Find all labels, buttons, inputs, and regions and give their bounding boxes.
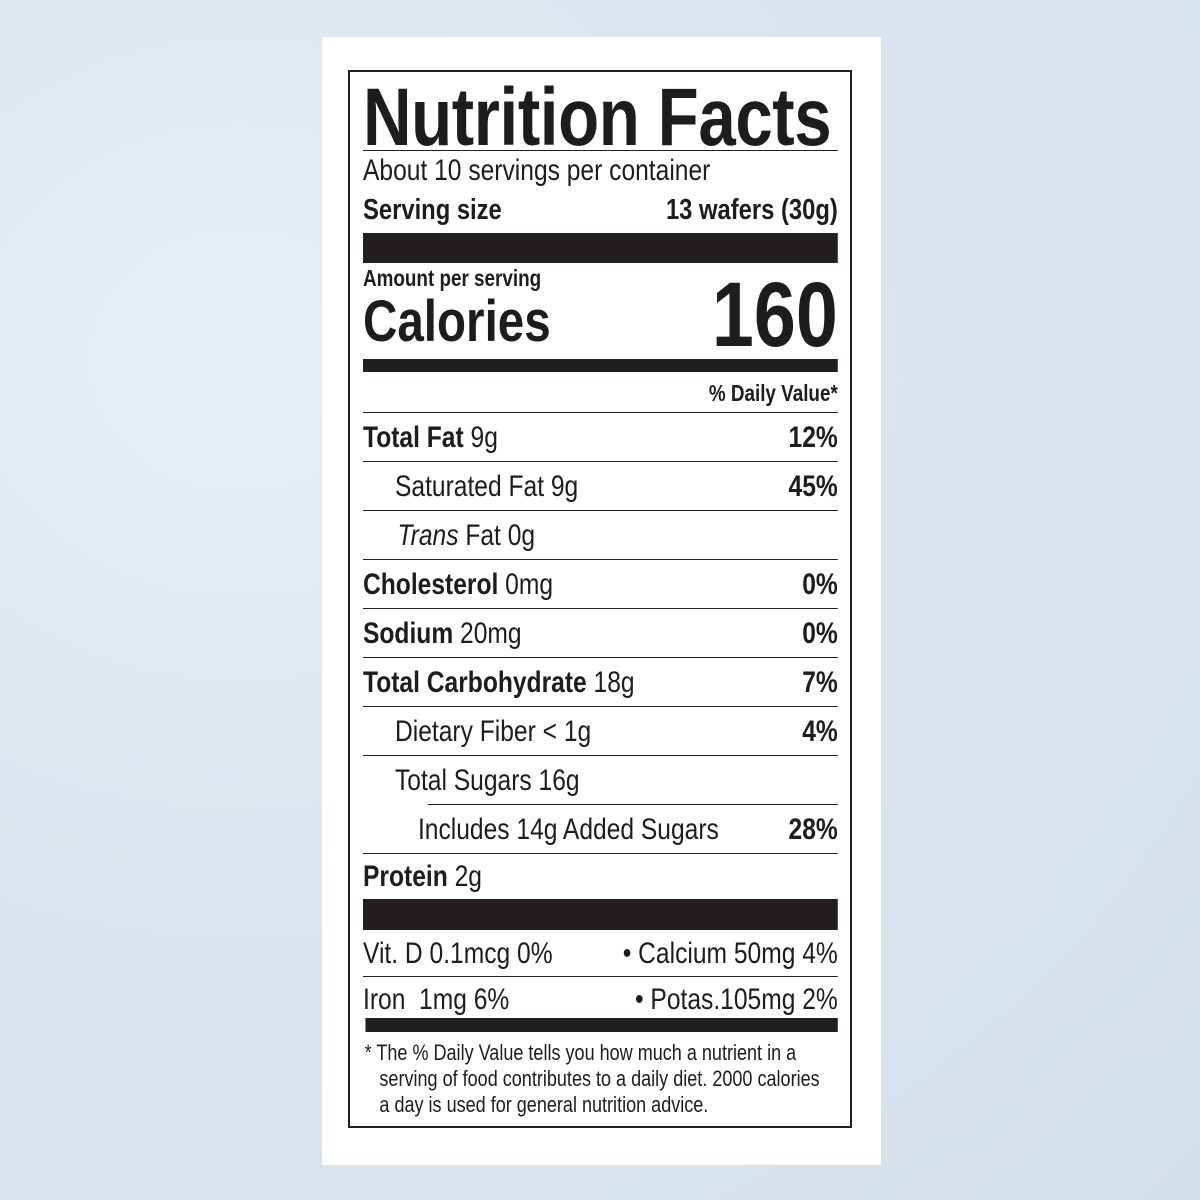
nutrient-row-protein: Protein 2g	[363, 854, 838, 899]
thick-divider	[365, 1018, 838, 1032]
nutrient-name: Total Fat	[363, 421, 464, 454]
vitamin-right: • Calcium 50mg 4%	[622, 937, 838, 970]
nutrient-row-total-sugars: Total Sugars 16g	[363, 756, 838, 804]
nutrient-row-dietary-fiber: Dietary Fiber < 1g 4%	[363, 707, 838, 756]
nutrient-row-saturated-fat: Saturated Fat 9g 45%	[363, 462, 838, 511]
nutrient-row-cholesterol: Cholesterol 0mg 0%	[363, 560, 838, 609]
nutrient-row-added-sugars: Includes 14g Added Sugars 28%	[363, 805, 838, 854]
nutrient-row-sodium: Sodium 20mg 0%	[363, 609, 838, 658]
nutrient-amount: 0mg	[505, 568, 554, 601]
amount-per-serving: Amount per serving	[363, 265, 542, 291]
nutrient-row-total-fat: Total Fat 9g 12%	[363, 413, 838, 462]
nutrient-dv: 0%	[802, 568, 838, 601]
nutrient-dv: 28%	[788, 813, 838, 846]
nutrient-amount: 20mg	[460, 617, 522, 650]
nutrient-dv: 45%	[788, 470, 838, 503]
nutrient-name: Includes 14g Added Sugars	[417, 813, 719, 846]
nutrient-prefix: Trans	[397, 519, 459, 552]
nutrient-name: Sodium	[363, 617, 454, 650]
footnote: * The % Daily Value tells you how much a…	[364, 1040, 820, 1117]
nutrient-amount: 2g	[454, 860, 482, 893]
serving-size-value: 13 wafers (30g)	[665, 194, 838, 226]
sugars-divider	[427, 804, 838, 805]
nutrient-dv: 0%	[802, 617, 838, 650]
nutrition-facts-label	[348, 70, 852, 1128]
nutrient-name: Fat 0g	[458, 519, 536, 552]
vitamin-left: Vit. D 0.1mcg 0%	[363, 937, 553, 970]
thick-divider	[363, 899, 838, 930]
label-card	[322, 37, 881, 1165]
nutrient-dv: 12%	[788, 421, 838, 454]
nutrient-name: Total Carbohydrate	[363, 666, 587, 699]
nutrient-name: Dietary Fiber < 1g	[394, 715, 592, 748]
thick-divider	[363, 233, 838, 263]
calories-value: 160	[711, 264, 838, 366]
medium-divider	[363, 359, 838, 372]
nutrient-amount: 18g	[593, 666, 635, 699]
nutrient-name: Total Sugars 16g	[394, 764, 580, 797]
nutrient-dv: 7%	[802, 666, 838, 699]
daily-value-header: % Daily Value*	[363, 372, 838, 413]
nutrition-content: Nutrition Facts About 10 servings per co…	[363, 77, 838, 1118]
nutrient-name: Cholesterol	[363, 568, 499, 601]
nutrient-name: Saturated Fat 9g	[394, 470, 579, 503]
label-title: Nutrition Facts	[363, 77, 838, 159]
nutrient-name: Protein	[363, 860, 448, 893]
nutrient-row-trans-fat: Trans Fat 0g	[363, 511, 838, 560]
nutrient-row-total-carbohydrate: Total Carbohydrate 18g 7%	[363, 658, 838, 707]
nutrient-dv: 4%	[802, 715, 838, 748]
vitamin-row: Iron 1mg 6% • Potas.105mg 2%	[363, 977, 838, 1018]
calories-row: Calories 160	[363, 269, 838, 361]
vitamin-right: • Potas.105mg 2%	[634, 983, 838, 1016]
serving-size-row: Serving size 13 wafers (30g)	[363, 189, 838, 233]
vitamin-row: Vit. D 0.1mcg 0% • Calcium 50mg 4%	[363, 930, 838, 977]
nutrient-amount: 9g	[470, 421, 498, 454]
servings-per-container: About 10 servings per container	[363, 154, 711, 187]
vitamin-left: Iron 1mg 6%	[363, 983, 510, 1016]
serving-size-label: Serving size	[363, 194, 502, 226]
calories-label: Calories	[363, 289, 551, 354]
